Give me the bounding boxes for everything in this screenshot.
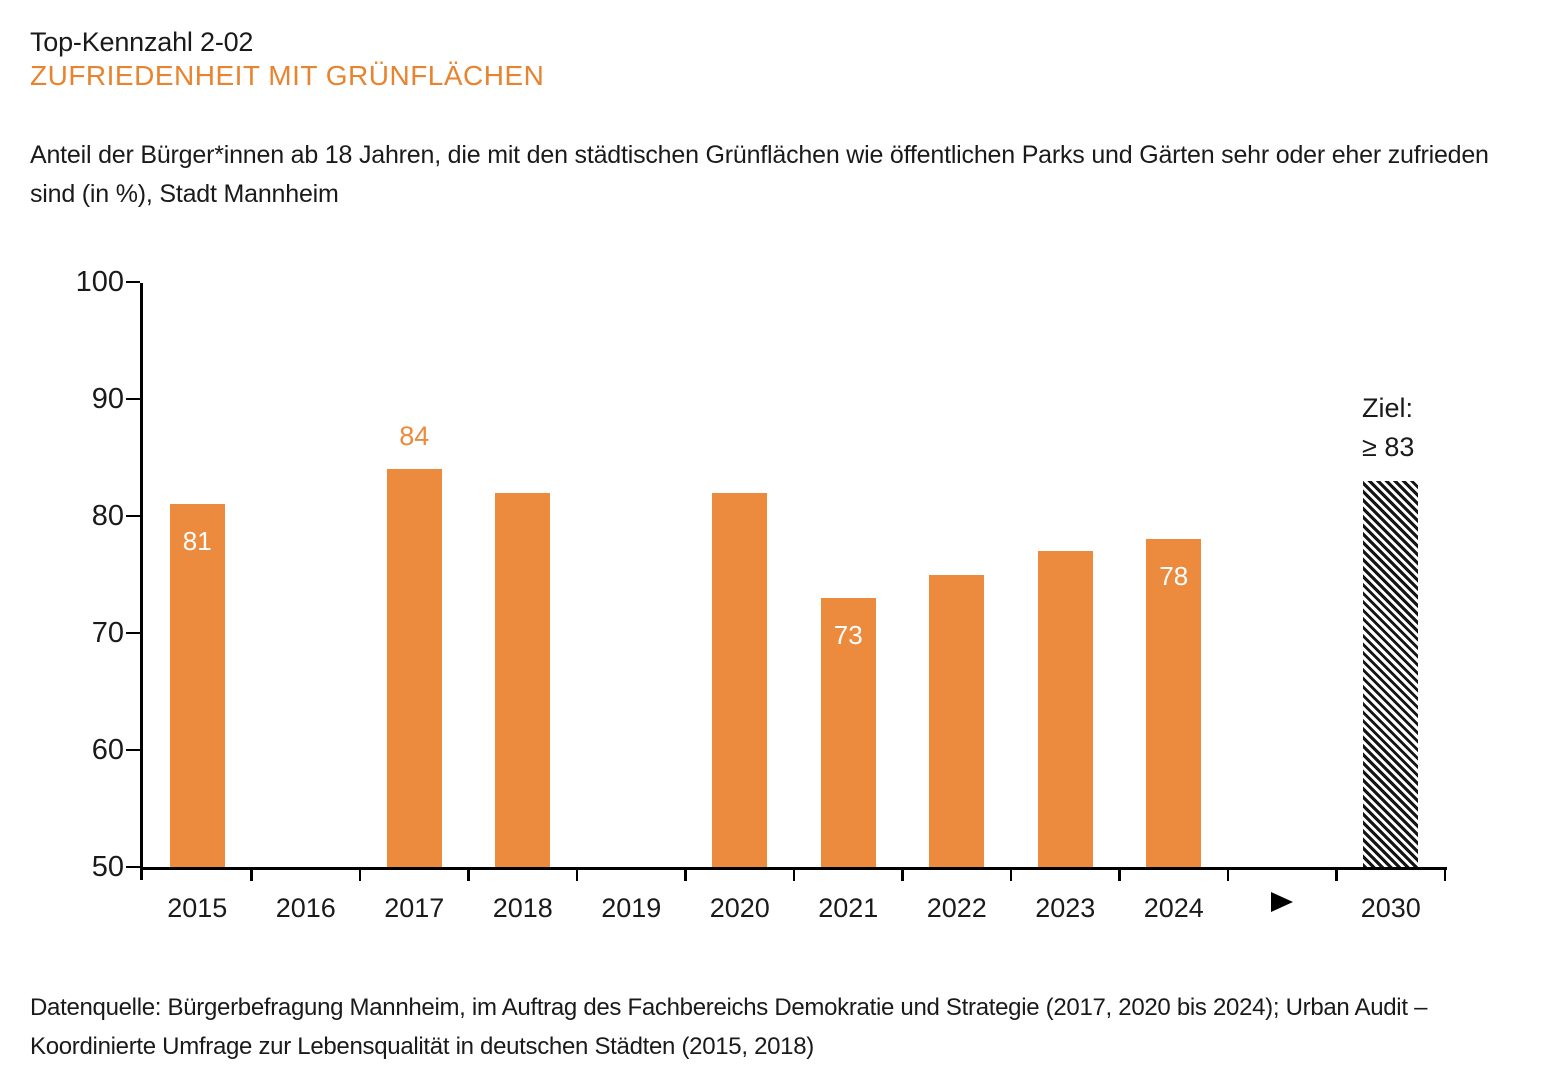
page-title: ZUFRIEDENHEIT MIT GRÜNFLÄCHEN — [30, 60, 545, 91]
y-tick-label: 60 — [91, 734, 124, 766]
chart-description: Anteil der Bürger*innen ab 18 Jahren, di… — [30, 141, 1489, 208]
bar-value-2021: 73 — [833, 619, 863, 650]
bar-2018 — [495, 492, 551, 867]
y-tick-label: 80 — [91, 500, 124, 532]
bar-2017 — [386, 469, 442, 867]
y-tick-label: 50 — [91, 851, 124, 883]
y-tick — [126, 865, 140, 869]
year-label-2030: 2030 — [1360, 893, 1421, 923]
y-tick-label: 90 — [91, 383, 124, 415]
bar-value-2015: 81 — [182, 526, 212, 557]
x-tick — [792, 870, 796, 881]
data-source-line-2: Koordinierte Umfrage zur Lebensqualität … — [30, 1033, 814, 1060]
y-tick — [126, 514, 140, 518]
x-tick — [1118, 870, 1121, 881]
bar-2015 — [169, 504, 225, 867]
y-tick — [126, 631, 140, 635]
bar-2022 — [929, 574, 985, 867]
bar-value-2017: 84 — [399, 421, 430, 452]
y-tick-label: 70 — [91, 617, 124, 649]
y-tick — [126, 397, 140, 401]
target-bar-2030 — [1363, 480, 1419, 867]
year-label-2015: 2015 — [167, 893, 228, 923]
year-label-2018: 2018 — [492, 893, 553, 923]
target-label-line2: ≥ 83 — [1362, 432, 1415, 462]
bar-2021 — [820, 597, 876, 867]
data-source-line-1: Datenquelle: Bürgerbefragung Mannheim, i… — [30, 994, 1428, 1021]
x-tick — [467, 870, 470, 881]
x-tick — [684, 870, 687, 881]
x-tick — [901, 870, 904, 881]
year-label-2017: 2017 — [384, 893, 445, 923]
year-label-2016: 2016 — [275, 893, 336, 923]
bar-2024 — [1146, 539, 1202, 867]
year-label-2020: 2020 — [709, 893, 770, 923]
x-tick — [1009, 870, 1013, 881]
timeline-arrow-icon — [1271, 892, 1294, 912]
year-label-2023: 2023 — [1035, 893, 1096, 923]
y-tick — [126, 280, 140, 284]
bar-2020 — [712, 492, 768, 867]
y-axis — [140, 283, 143, 880]
year-label-2022: 2022 — [926, 893, 987, 923]
x-axis — [140, 867, 1447, 870]
data-source: Datenquelle: Bürgerbefragung Mannheim, i… — [30, 988, 1427, 1066]
bar-value-2024: 78 — [1159, 561, 1189, 592]
bar-2023 — [1037, 551, 1093, 867]
x-tick — [575, 870, 579, 881]
x-tick — [250, 870, 253, 881]
year-label-2024: 2024 — [1143, 893, 1204, 923]
y-tick — [126, 748, 140, 752]
x-tick — [358, 870, 362, 881]
target-label-line1: Ziel: — [1362, 393, 1414, 423]
year-label-2021: 2021 — [818, 893, 879, 923]
kicker: Top-Kennzahl 2-02 — [30, 27, 254, 57]
year-label-2019: 2019 — [601, 893, 662, 923]
y-tick-label: 100 — [75, 266, 124, 298]
x-tick — [1335, 870, 1338, 881]
x-tick — [1226, 870, 1230, 881]
x-tick — [1443, 870, 1447, 881]
